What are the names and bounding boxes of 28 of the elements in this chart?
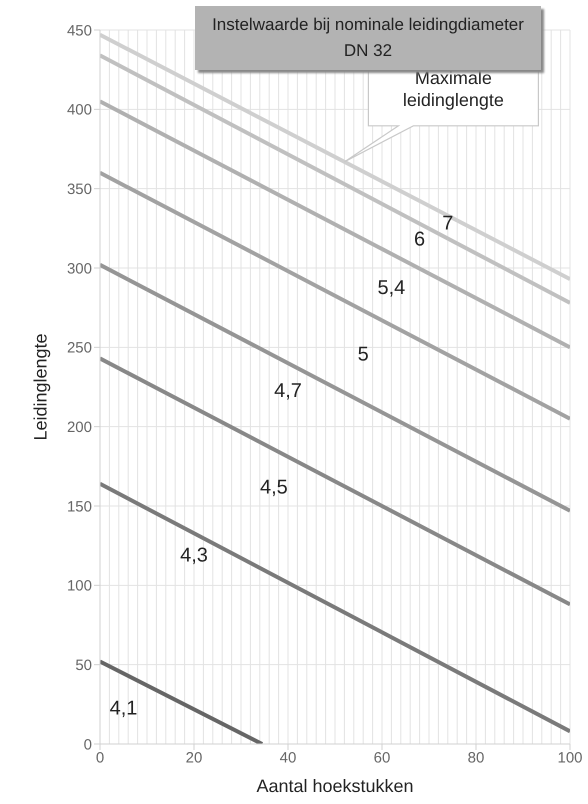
series-label: 4,7 <box>274 380 302 402</box>
x-axis-title: Aantal hoekstukken <box>256 776 414 796</box>
y-tick-label: 200 <box>66 418 92 436</box>
chart-title: Instelwaarde bij nominale leidingdiameter DN 32 <box>212 15 524 60</box>
series-label: 4,1 <box>110 697 138 720</box>
series-label: 5 <box>358 344 369 366</box>
x-tick-label: 100 <box>557 750 583 767</box>
y-tick-label: 50 <box>75 656 92 674</box>
annotation: Maximale leidinglengte <box>402 68 504 110</box>
y-tick-label: 150 <box>66 498 92 516</box>
y-axis-title: Leidinglengte <box>30 333 50 441</box>
y-tick-label: 350 <box>66 180 92 198</box>
y-tick-label: 450 <box>66 22 92 40</box>
series-label: 4,3 <box>180 544 208 566</box>
x-tick-label: 40 <box>280 750 296 767</box>
x-tick-label: 0 <box>96 750 104 767</box>
series-label: 7 <box>442 212 454 235</box>
series-label: 6 <box>414 228 426 251</box>
y-tick-label: 250 <box>66 340 92 357</box>
y-tick-label: 400 <box>66 102 92 119</box>
series-label: 4,5 <box>260 476 288 498</box>
y-tick-label: 100 <box>66 578 92 595</box>
x-tick-label: 60 <box>374 750 390 767</box>
y-tick-label: 0 <box>84 736 92 754</box>
x-tick-label: 20 <box>186 750 202 767</box>
x-tick-label: 80 <box>468 750 484 767</box>
series-label: 5,4 <box>377 276 406 299</box>
y-tick-label: 300 <box>66 260 92 278</box>
